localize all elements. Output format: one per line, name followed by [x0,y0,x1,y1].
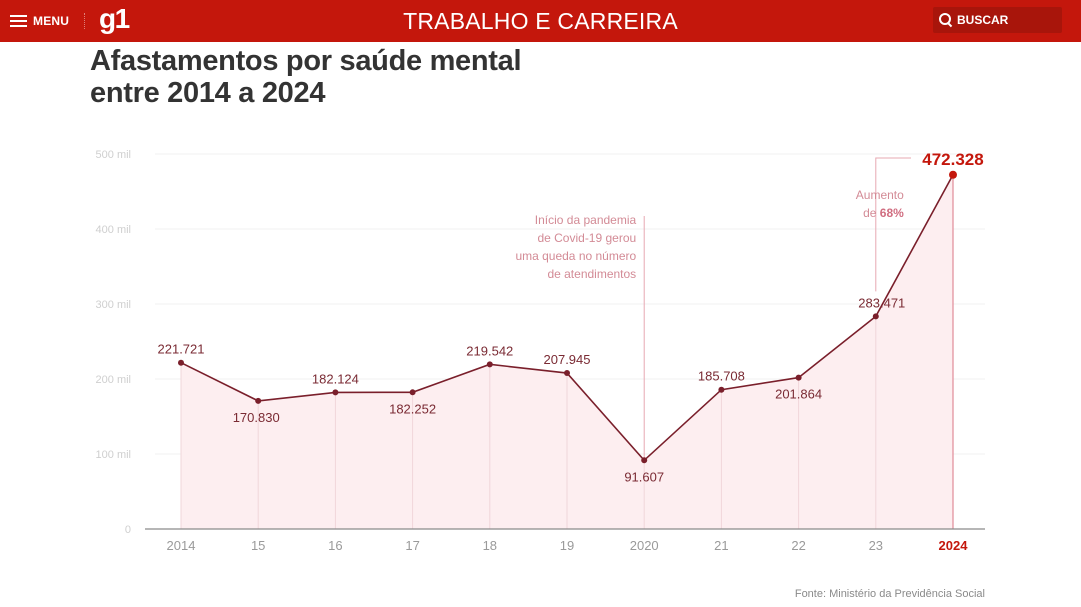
y-tick-label: 400 mil [96,224,131,236]
data-point [795,374,802,381]
search-icon [939,13,953,27]
x-tick-label: 22 [791,538,805,553]
hamburger-icon [10,15,27,27]
header-divider [84,13,85,29]
annotation-text: uma queda no número [515,249,636,263]
section-title[interactable]: TRABALHO E CARREIRA [403,8,678,34]
value-label: 91.607 [624,469,664,484]
area-fill [181,174,953,529]
value-label: 185.708 [698,369,745,384]
y-axis-ticks: 0 100 mil 200 mil 300 mil 400 mil 500 mil [96,149,131,536]
value-labels: 221.721 170.830 182.124 182.252 219.542 207.9… [158,150,984,485]
x-tick-label: 19 [560,538,574,553]
top-navigation-bar: MENU g1 TRABALHO E CARREIRA BUSCAR [0,0,1081,42]
y-tick-label: 300 mil [96,299,131,311]
annotation-text: de atendimentos [547,267,636,281]
value-label: 283.471 [858,295,905,310]
data-point [486,361,493,368]
x-tick-label: 2014 [167,538,196,553]
y-tick-label: 0 [125,524,131,536]
search-label: BUSCAR [957,13,1009,27]
value-label: 182.124 [312,371,359,386]
increase-bracket [875,157,911,292]
x-tick-label: 18 [483,538,497,553]
y-tick-label: 100 mil [96,449,131,461]
search-button[interactable]: BUSCAR [933,7,1062,33]
data-point [178,359,184,366]
annotation-text: de Covid-19 gerou [537,231,636,245]
y-tick-label: 500 mil [96,149,131,161]
x-tick-label: 15 [251,538,265,553]
value-label: 182.252 [389,401,436,416]
x-tick-label: 21 [714,538,728,553]
menu-label: MENU [33,14,70,28]
vertical-drop-lines [180,174,954,529]
chart-title: Afastamentos por saúde mental entre 2014… [90,45,522,109]
x-tick-label: 2024 [939,538,969,553]
annotation-text: Início da pandemia [535,213,637,227]
data-point [872,313,879,320]
value-label: 207.945 [544,352,591,367]
data-point [718,386,725,393]
data-points [178,170,957,464]
data-point [564,370,570,377]
x-tick-label: 17 [405,538,419,553]
increase-text: Aumento [856,188,904,202]
data-point [332,389,339,396]
value-label: 472.328 [922,150,983,169]
menu-button[interactable]: MENU [10,11,69,31]
value-label: 170.830 [233,410,280,425]
annotations: Início da pandemia de Covid-19 gerou uma q… [515,157,911,461]
increase-percent: 68% [880,206,904,220]
g1-logo[interactable]: g1 [99,3,130,34]
value-label: 201.864 [775,387,822,402]
increase-text: de 68% [863,206,904,220]
x-tick-label: 2020 [630,538,659,553]
y-tick-label: 200 mil [96,374,131,386]
value-label: 219.542 [466,343,513,358]
value-label: 221.721 [158,342,205,357]
data-point [409,389,416,396]
x-tick-label: 16 [328,538,342,553]
data-point [949,170,957,179]
data-point [255,397,262,404]
x-tick-label: 23 [869,538,883,553]
source-note: Fonte: Ministério da Previdência Social [795,588,985,600]
x-axis-ticks: 2014 15 16 17 18 19 2020 21 22 23 2024 [167,538,969,553]
data-point [641,457,648,464]
